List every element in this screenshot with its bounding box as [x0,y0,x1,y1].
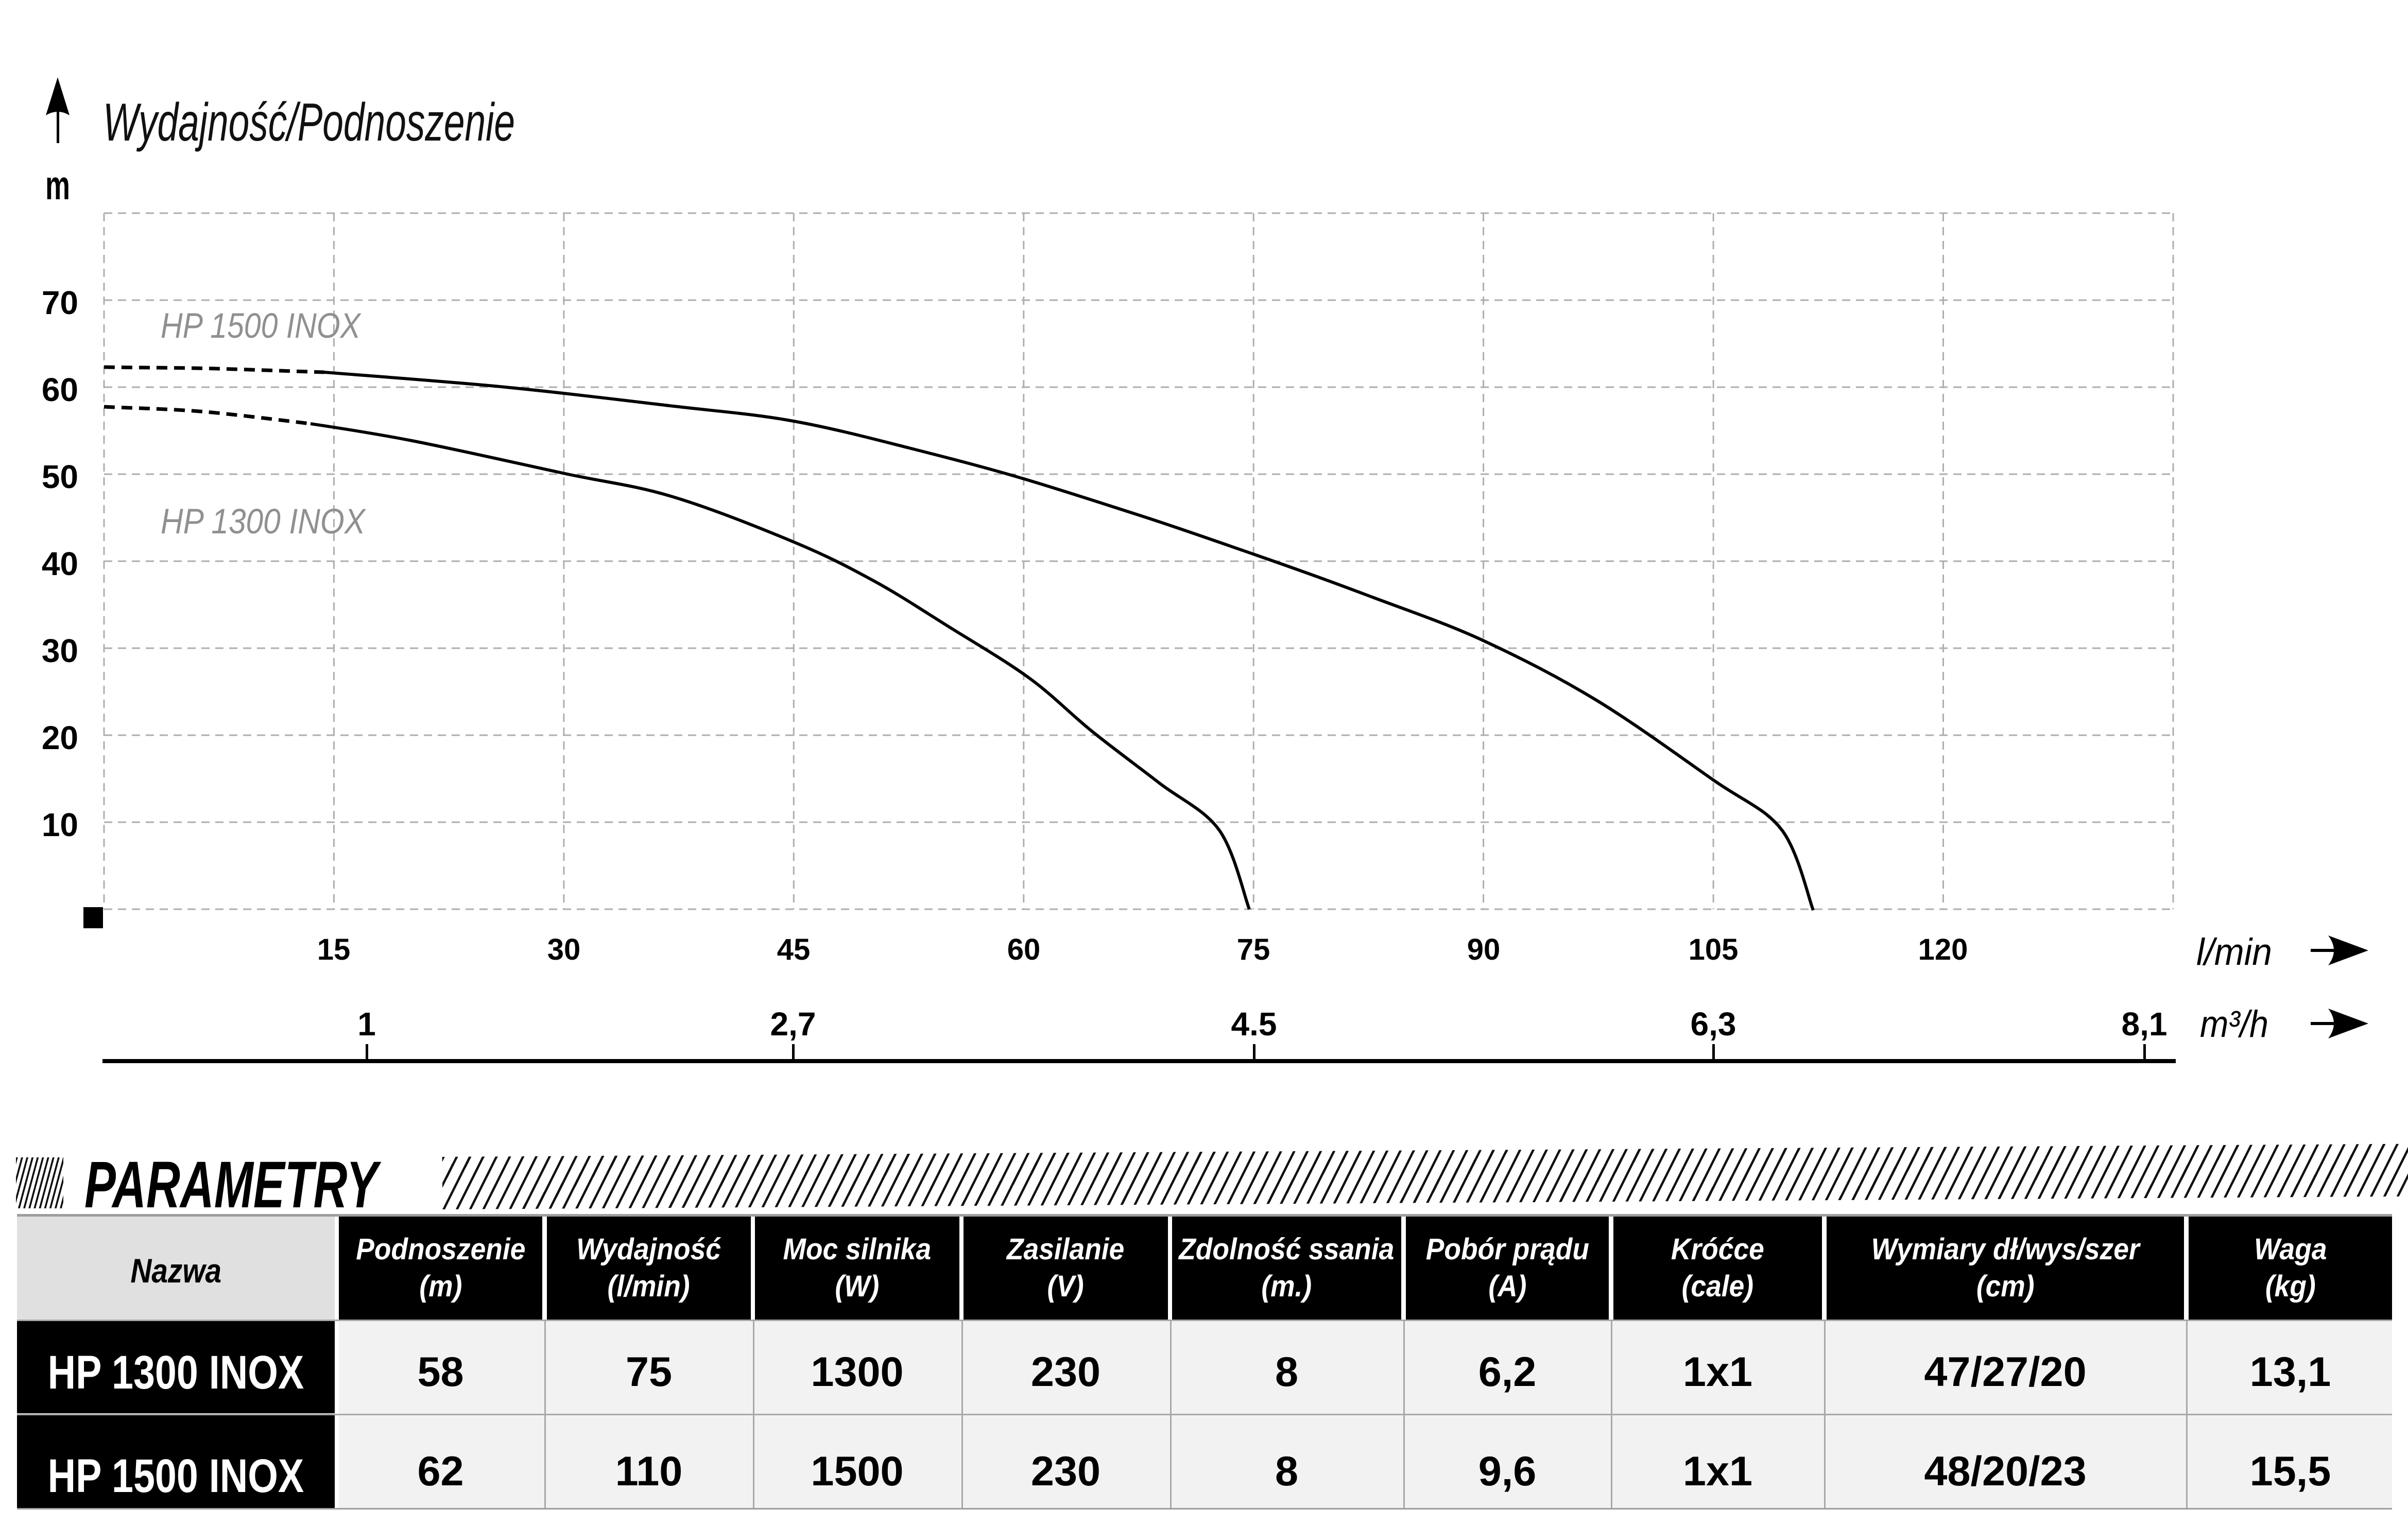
svg-text:4.5: 4.5 [1231,1005,1277,1043]
svg-text:120: 120 [1918,933,1968,966]
svg-text:m³/h: m³/h [2200,1003,2268,1045]
svg-text:l/min: l/min [2196,931,2272,973]
svg-text:HP 1500 INOX: HP 1500 INOX [161,306,362,345]
svg-text:30: 30 [547,933,581,966]
svg-text:40: 40 [42,545,78,582]
svg-text:m: m [45,162,70,208]
svg-text:70: 70 [42,284,78,321]
svg-text:90: 90 [1467,933,1501,966]
svg-text:6,3: 6,3 [1691,1005,1736,1043]
svg-text:20: 20 [42,719,78,756]
svg-text:30: 30 [42,632,78,669]
svg-text:Wydajność/Podnoszenie: Wydajność/Podnoszenie [103,93,515,152]
svg-text:60: 60 [1007,933,1041,966]
svg-text:50: 50 [42,458,78,495]
svg-text:105: 105 [1689,933,1739,966]
svg-text:2,7: 2,7 [770,1005,816,1043]
svg-text:1: 1 [357,1005,376,1043]
svg-text:15: 15 [317,933,351,966]
svg-text:45: 45 [777,933,811,966]
svg-text:8,1: 8,1 [2122,1005,2168,1043]
svg-text:10: 10 [42,806,78,843]
svg-text:60: 60 [42,371,78,408]
svg-text:75: 75 [1237,933,1270,966]
svg-text:HP 1300 INOX: HP 1300 INOX [161,501,367,541]
